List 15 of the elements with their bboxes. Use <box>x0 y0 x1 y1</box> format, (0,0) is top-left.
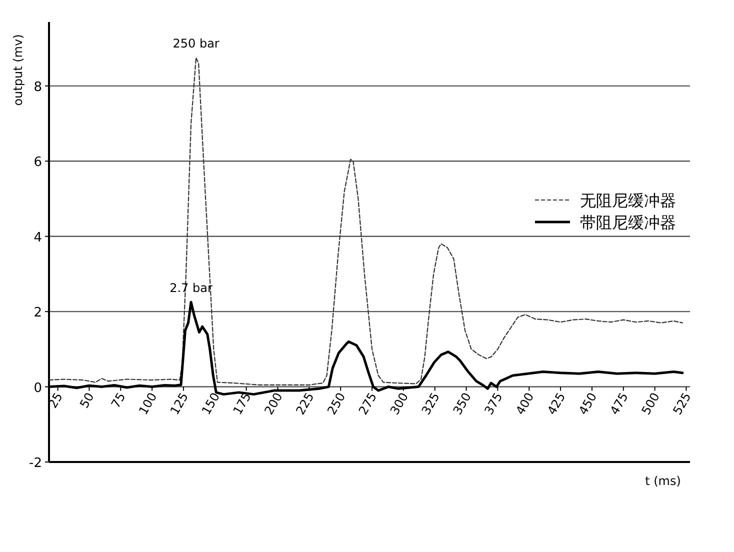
annotation: 2.7 bar <box>170 281 212 296</box>
legend-label: 带阻尼缓冲器 <box>580 213 676 232</box>
y-tick-label: 4 <box>34 230 42 246</box>
y-tick-label: 6 <box>34 155 42 170</box>
x-axis-title: t (ms) <box>645 474 681 488</box>
y-tick-label: -2 <box>29 456 42 471</box>
annotation: 250 bar <box>172 36 220 51</box>
y-tick-label: 8 <box>34 80 42 95</box>
legend-label: 无阻尼缓冲器 <box>580 191 676 210</box>
y-axis-title: output (mv) <box>11 34 25 106</box>
x-tick-label: 75 <box>108 390 128 411</box>
y-tick-label: 0 <box>34 380 42 396</box>
y-tick-label: 2 <box>34 306 42 321</box>
x-tick-label: 50 <box>77 390 97 411</box>
line-series <box>48 57 684 386</box>
